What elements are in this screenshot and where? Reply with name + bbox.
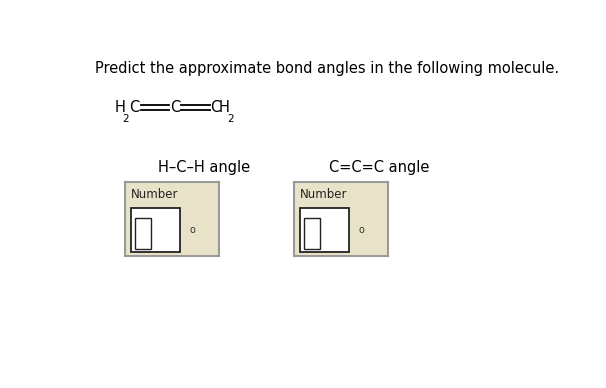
Text: C=C=C angle: C=C=C angle <box>330 160 430 175</box>
Bar <box>135 218 151 249</box>
Text: o: o <box>190 225 196 235</box>
Text: H: H <box>115 100 125 115</box>
Bar <box>300 208 348 252</box>
Text: Number: Number <box>131 188 178 201</box>
Text: C: C <box>129 100 139 115</box>
Text: 2: 2 <box>227 114 233 124</box>
Bar <box>131 208 179 252</box>
Bar <box>294 182 388 256</box>
Text: o: o <box>359 225 365 235</box>
Text: Number: Number <box>300 188 347 201</box>
Text: C: C <box>170 100 180 115</box>
Text: H: H <box>219 100 230 115</box>
Text: C: C <box>210 100 221 115</box>
Text: 2: 2 <box>122 114 129 124</box>
Bar <box>125 182 219 256</box>
Text: H–C–H angle: H–C–H angle <box>158 160 250 175</box>
Text: Predict the approximate bond angles in the following molecule.: Predict the approximate bond angles in t… <box>95 61 559 76</box>
Bar <box>304 218 320 249</box>
